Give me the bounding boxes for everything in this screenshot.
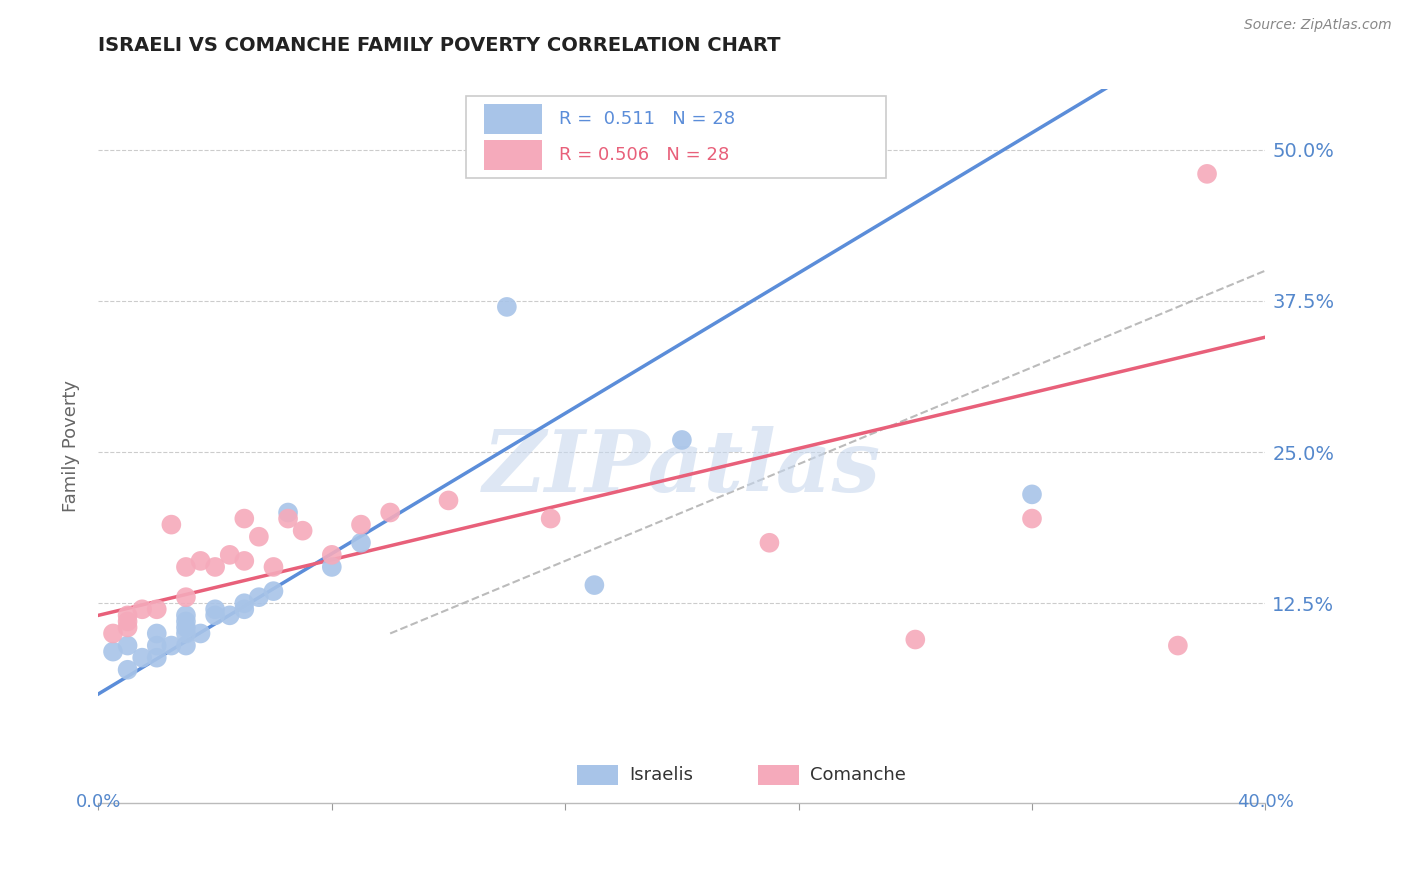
FancyBboxPatch shape — [576, 765, 617, 785]
Point — [174, 590, 197, 604]
Point — [291, 524, 314, 538]
FancyBboxPatch shape — [484, 104, 541, 134]
Point — [117, 639, 139, 653]
Text: 0.0%: 0.0% — [76, 793, 121, 812]
Text: ZIPatlas: ZIPatlas — [482, 425, 882, 509]
Point — [190, 554, 212, 568]
Point — [146, 639, 169, 653]
Point — [378, 506, 402, 520]
Point — [174, 608, 197, 623]
Text: Source: ZipAtlas.com: Source: ZipAtlas.com — [1244, 18, 1392, 32]
Point — [204, 608, 226, 623]
Point — [583, 578, 606, 592]
Point — [160, 639, 183, 653]
Text: R =  0.511   N = 28: R = 0.511 N = 28 — [560, 111, 735, 128]
Text: R = 0.506   N = 28: R = 0.506 N = 28 — [560, 146, 730, 164]
Point — [1167, 639, 1189, 653]
Point — [277, 511, 299, 525]
Point — [758, 535, 780, 549]
Point — [495, 300, 517, 314]
Point — [146, 626, 169, 640]
Point — [146, 602, 169, 616]
Point — [174, 620, 197, 634]
Point — [117, 615, 139, 629]
Point — [190, 626, 212, 640]
Point — [247, 590, 270, 604]
Point — [204, 560, 226, 574]
Point — [233, 554, 256, 568]
Point — [277, 506, 299, 520]
Point — [174, 626, 197, 640]
Point — [233, 596, 256, 610]
Point — [131, 602, 153, 616]
Point — [321, 548, 343, 562]
Y-axis label: Family Poverty: Family Poverty — [62, 380, 80, 512]
Point — [204, 602, 226, 616]
Point — [262, 560, 284, 574]
Point — [131, 650, 153, 665]
Text: Comanche: Comanche — [810, 766, 905, 784]
Text: Israelis: Israelis — [630, 766, 693, 784]
Point — [174, 560, 197, 574]
Point — [1195, 167, 1218, 181]
Point — [218, 548, 240, 562]
Text: ISRAELI VS COMANCHE FAMILY POVERTY CORRELATION CHART: ISRAELI VS COMANCHE FAMILY POVERTY CORRE… — [98, 36, 780, 54]
FancyBboxPatch shape — [758, 765, 799, 785]
FancyBboxPatch shape — [484, 140, 541, 169]
Point — [233, 511, 256, 525]
Point — [350, 535, 373, 549]
Point — [904, 632, 927, 647]
Point — [101, 626, 124, 640]
Point — [218, 608, 240, 623]
Point — [146, 650, 169, 665]
Point — [233, 602, 256, 616]
Point — [1021, 487, 1043, 501]
Point — [350, 517, 373, 532]
Point — [160, 517, 183, 532]
FancyBboxPatch shape — [465, 96, 886, 178]
Point — [101, 645, 124, 659]
Point — [117, 608, 139, 623]
Point — [540, 511, 562, 525]
Point — [174, 639, 197, 653]
Point — [247, 530, 270, 544]
Point — [174, 615, 197, 629]
Point — [321, 560, 343, 574]
Point — [117, 620, 139, 634]
Text: 40.0%: 40.0% — [1237, 793, 1294, 812]
Point — [262, 584, 284, 599]
Point — [437, 493, 460, 508]
Point — [671, 433, 693, 447]
Point — [1021, 511, 1043, 525]
Point — [117, 663, 139, 677]
